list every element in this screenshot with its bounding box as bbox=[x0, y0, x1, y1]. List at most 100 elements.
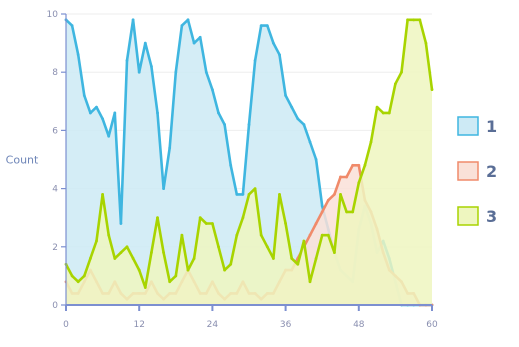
series-3-point bbox=[211, 222, 214, 225]
x-tick-label-0: 0 bbox=[63, 320, 69, 330]
series-3-point bbox=[143, 286, 147, 289]
x-tick-label-5: 60 bbox=[426, 320, 438, 330]
series-3-point bbox=[333, 251, 336, 255]
series-1-point bbox=[217, 111, 220, 115]
series-3-point bbox=[259, 233, 263, 237]
series-1-point bbox=[101, 117, 104, 121]
series-3-point bbox=[308, 280, 312, 284]
series-3-point bbox=[241, 216, 245, 220]
series-1-point bbox=[82, 94, 86, 97]
series-1-point bbox=[125, 59, 129, 62]
series-3-point bbox=[424, 41, 428, 45]
y-tick-label-4: 8 bbox=[52, 68, 58, 78]
y-tick-label-5: 10 bbox=[47, 10, 59, 20]
series-1-point bbox=[302, 123, 306, 126]
series-1-point bbox=[89, 111, 92, 115]
series-2-point bbox=[333, 193, 336, 196]
series-1-point bbox=[290, 105, 294, 109]
series-3-point bbox=[186, 268, 190, 272]
series-1-point bbox=[186, 18, 190, 22]
series-1-point bbox=[296, 117, 300, 121]
series-1-point bbox=[76, 53, 80, 57]
legend-swatch-2 bbox=[457, 161, 479, 181]
series-3-point bbox=[82, 274, 86, 278]
series-3-point bbox=[76, 280, 80, 284]
series-3-point bbox=[302, 239, 306, 243]
series-1-point bbox=[156, 111, 159, 115]
series-1-point bbox=[137, 70, 141, 74]
series-3-point bbox=[387, 111, 391, 115]
series-1-point bbox=[320, 204, 324, 208]
series-2-point bbox=[320, 210, 324, 214]
series-1-point bbox=[284, 94, 287, 97]
series-3-point bbox=[162, 251, 166, 255]
series-3-point bbox=[400, 70, 403, 74]
series-1-point bbox=[314, 158, 318, 161]
series-3-point bbox=[119, 251, 123, 255]
series-3-point bbox=[265, 245, 269, 249]
x-tick-label-4: 48 bbox=[353, 320, 365, 330]
series-2-point bbox=[308, 233, 312, 237]
legend-swatch-3 bbox=[457, 206, 479, 226]
series-3-point bbox=[351, 210, 355, 214]
series-2-point bbox=[357, 163, 361, 167]
series-3-point bbox=[198, 216, 202, 220]
series-3-point bbox=[418, 18, 422, 22]
series-3-point bbox=[156, 216, 159, 220]
series-3-area bbox=[66, 19, 432, 306]
series-3-point bbox=[406, 18, 409, 22]
series-3-point bbox=[131, 257, 135, 260]
x-tick-label-2: 24 bbox=[207, 320, 219, 330]
series-3-point bbox=[174, 274, 178, 278]
series-3-point bbox=[284, 222, 287, 225]
legend-swatch-1 bbox=[457, 116, 479, 136]
series-3-point bbox=[394, 82, 397, 86]
series-1-point bbox=[235, 193, 239, 196]
series-3-point bbox=[375, 105, 379, 109]
legend-label-2: 2 bbox=[486, 162, 497, 181]
y-axis-title: Count bbox=[6, 154, 39, 167]
series-3-point bbox=[107, 233, 111, 237]
series-1-point bbox=[168, 146, 172, 150]
series-1-point bbox=[143, 41, 147, 45]
series-1-point bbox=[211, 88, 214, 92]
series-3-point bbox=[101, 193, 104, 196]
series-1-point bbox=[119, 222, 123, 225]
series-1-point bbox=[174, 70, 178, 74]
series-3-point bbox=[168, 280, 172, 284]
series-2-point bbox=[345, 175, 348, 179]
series-1-point bbox=[70, 24, 74, 28]
series-3-point bbox=[235, 233, 239, 237]
x-tick-label-3: 36 bbox=[280, 320, 292, 330]
series-3-point bbox=[290, 257, 294, 260]
series-3-point bbox=[430, 88, 434, 92]
series-3-point bbox=[95, 239, 98, 243]
series-1-point bbox=[272, 41, 275, 45]
series-3-point bbox=[70, 274, 74, 278]
series-3-point bbox=[412, 18, 416, 22]
series-1-point bbox=[180, 24, 184, 28]
series-3-point bbox=[296, 262, 300, 266]
series-3-point bbox=[345, 210, 348, 214]
x-tick-label-1: 12 bbox=[133, 320, 144, 330]
series-2-point bbox=[351, 163, 355, 167]
y-tick-label-2: 4 bbox=[52, 185, 58, 195]
series-3-point bbox=[204, 222, 208, 225]
area-series bbox=[64, 18, 434, 307]
series-2-point bbox=[314, 222, 318, 225]
series-3-point bbox=[381, 111, 385, 115]
series-1-point bbox=[265, 24, 269, 28]
legend-label-3: 3 bbox=[486, 207, 497, 226]
series-3-point bbox=[192, 257, 196, 260]
series-2-point bbox=[326, 198, 330, 202]
series-1-point bbox=[192, 41, 196, 45]
series-3-point bbox=[357, 181, 361, 185]
series-1-point bbox=[229, 163, 233, 167]
series-3-point bbox=[113, 257, 117, 260]
series-3-point bbox=[229, 262, 233, 266]
series-3-point bbox=[320, 233, 324, 237]
series-3-point bbox=[223, 268, 227, 272]
series-3-point bbox=[326, 233, 330, 237]
series-1-point bbox=[241, 193, 245, 196]
